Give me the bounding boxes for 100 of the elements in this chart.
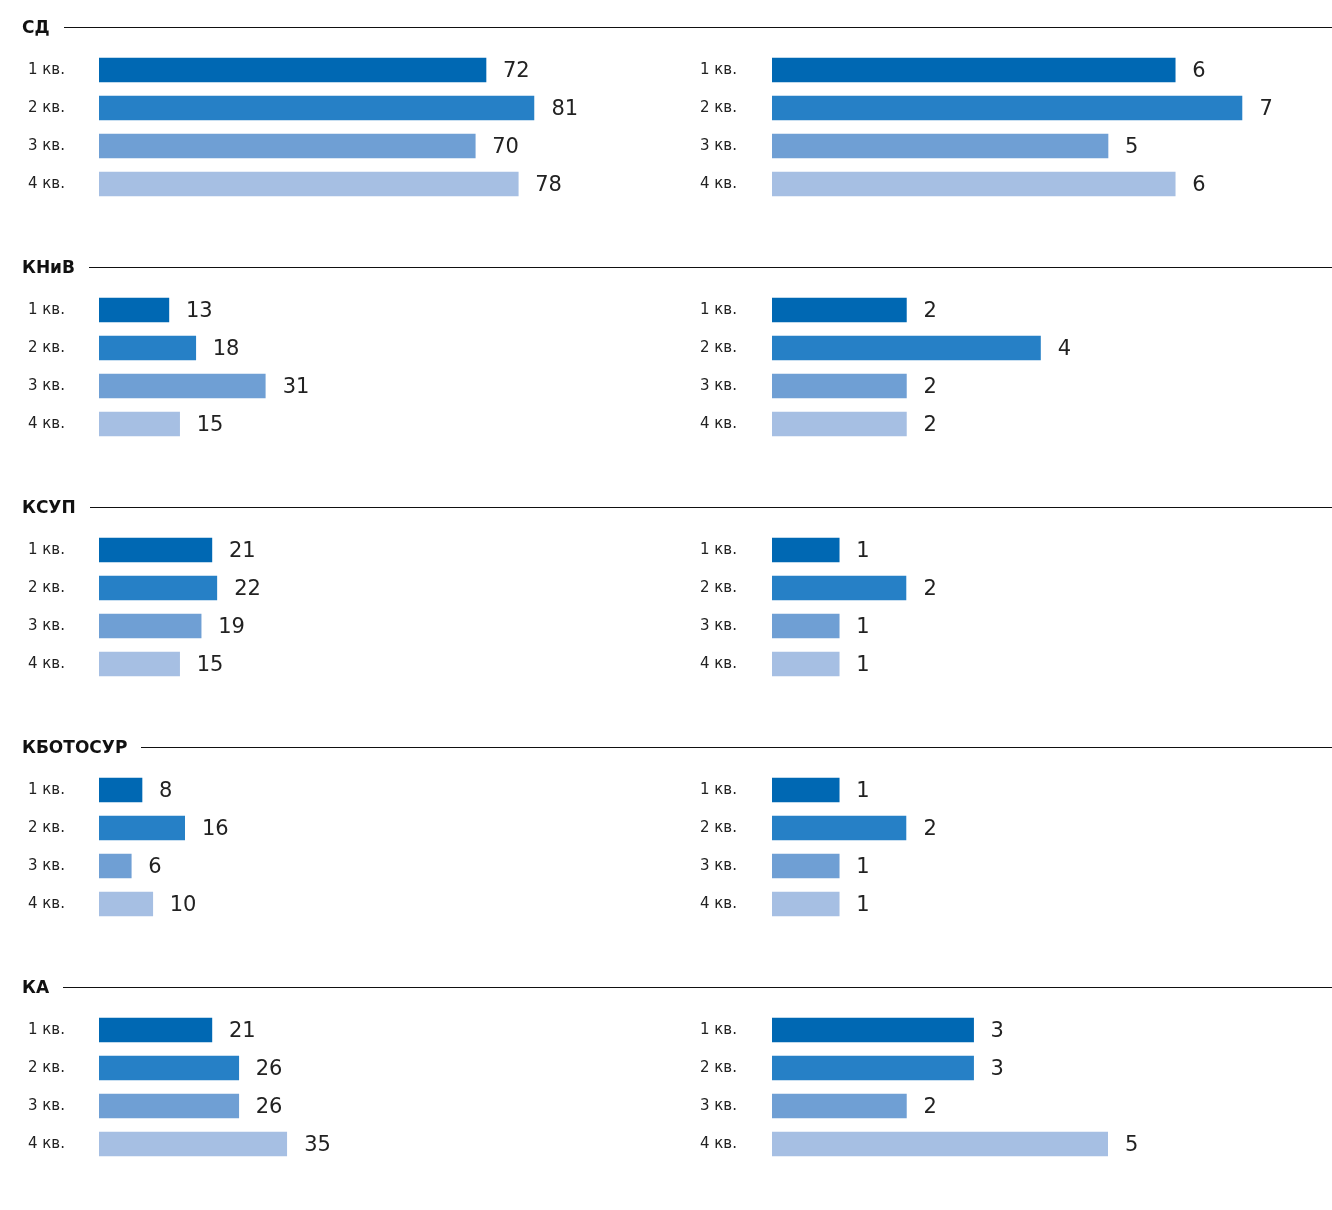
y-tick-label: 3 кв.: [28, 1095, 65, 1114]
data-label: 19: [218, 614, 245, 639]
y-tick-label: 2 кв.: [700, 1057, 737, 1076]
bar: [99, 537, 213, 563]
bar: [99, 853, 132, 879]
data-label: 78: [535, 172, 562, 197]
bar: [99, 891, 154, 917]
y-tick-label: 2 кв.: [700, 97, 737, 116]
data-label: 16: [202, 816, 229, 841]
y-tick-label: 1 кв.: [28, 299, 65, 318]
bar: [99, 373, 266, 399]
data-label: 10: [169, 892, 197, 917]
y-tick-label: 3 кв.: [28, 615, 65, 634]
bar: [99, 95, 535, 121]
data-label: 35: [304, 1132, 331, 1157]
data-label: 1: [856, 892, 870, 917]
chart-title: КБОТОСУР: [22, 737, 128, 757]
data-label: 21: [228, 538, 256, 563]
chart-title: СД: [22, 17, 50, 37]
data-label: 4: [1057, 336, 1072, 361]
y-tick-label: 3 кв.: [28, 135, 65, 154]
data-label: 2: [923, 374, 937, 399]
y-tick-label: 3 кв.: [28, 855, 65, 874]
y-tick-label: 1 кв.: [28, 1019, 65, 1038]
bar: [99, 411, 180, 437]
bar: [99, 335, 197, 361]
data-label: 3: [990, 1056, 1004, 1081]
data-label: 7: [1259, 96, 1273, 121]
chart-title: КА: [22, 977, 50, 997]
data-label: 31: [282, 374, 310, 399]
data-label: 18: [212, 336, 240, 361]
y-tick-label: 3 кв.: [700, 615, 737, 634]
data-label: 3: [990, 1018, 1004, 1043]
y-tick-label: 1 кв.: [700, 1019, 737, 1038]
data-label: 2: [923, 576, 937, 601]
chart-title: КНиВ: [22, 257, 75, 277]
data-label: 6: [1192, 172, 1206, 197]
bar: [99, 777, 143, 803]
bar: [99, 57, 487, 83]
data-label: 15: [196, 652, 224, 677]
data-label: 72: [503, 58, 530, 83]
bar: [99, 613, 202, 639]
data-label: 13: [185, 298, 213, 323]
y-tick-label: 4 кв.: [700, 173, 737, 192]
y-tick-label: 1 кв.: [28, 779, 65, 798]
bar: [99, 815, 185, 841]
y-tick-label: 1 кв.: [28, 539, 65, 558]
y-tick-label: 3 кв.: [700, 375, 737, 394]
y-tick-label: 4 кв.: [700, 893, 737, 912]
y-tick-label: 4 кв.: [700, 653, 737, 672]
data-label: 2: [923, 1094, 937, 1119]
bar: [99, 575, 218, 601]
data-label: 8: [159, 778, 173, 803]
data-label: 1: [856, 778, 870, 803]
y-tick-label: 1 кв.: [700, 539, 737, 558]
data-label: 2: [923, 816, 937, 841]
y-tick-label: 4 кв.: [28, 893, 65, 912]
y-tick-label: 3 кв.: [28, 375, 65, 394]
bar: [99, 171, 519, 197]
y-tick-label: 2 кв.: [700, 817, 737, 836]
chart-title: КСУП: [22, 497, 76, 517]
data-label: 2: [923, 412, 937, 437]
data-label: 6: [1192, 58, 1206, 83]
data-label: 81: [551, 96, 579, 121]
y-tick-label: 1 кв.: [700, 779, 737, 798]
y-tick-label: 3 кв.: [700, 855, 737, 874]
y-tick-label: 4 кв.: [28, 1133, 65, 1152]
data-label: 26: [255, 1094, 283, 1119]
y-tick-label: 2 кв.: [28, 337, 65, 356]
y-tick-label: 4 кв.: [28, 653, 65, 672]
data-label: 1: [856, 854, 870, 879]
data-label: 6: [148, 854, 162, 879]
y-tick-label: 2 кв.: [28, 817, 65, 836]
y-tick-label: 3 кв.: [700, 1095, 737, 1114]
y-tick-label: 4 кв.: [700, 413, 737, 432]
data-label: 22: [234, 576, 261, 601]
data-label: 15: [196, 412, 224, 437]
y-tick-label: 3 кв.: [700, 135, 737, 154]
y-tick-label: 2 кв.: [28, 577, 65, 596]
data-label: 21: [228, 1018, 256, 1043]
bar: [99, 651, 180, 677]
y-tick-label: 4 кв.: [28, 413, 65, 432]
y-tick-label: 2 кв.: [700, 577, 737, 596]
y-tick-label: 1 кв.: [700, 59, 737, 78]
data-label: 70: [492, 134, 519, 159]
data-label: 26: [255, 1056, 283, 1081]
data-label: 1: [856, 652, 870, 677]
y-tick-label: 2 кв.: [28, 97, 65, 116]
data-label: 5: [1125, 134, 1139, 159]
data-label: 1: [856, 614, 870, 639]
data-label: 1: [856, 538, 870, 563]
y-tick-label: 2 кв.: [700, 337, 737, 356]
bar: [99, 297, 170, 323]
data-label: 2: [923, 298, 937, 323]
y-tick-label: 1 кв.: [28, 59, 65, 78]
bar: [99, 133, 476, 159]
data-label: 5: [1125, 1132, 1139, 1157]
y-tick-label: 4 кв.: [28, 173, 65, 192]
y-tick-label: 1 кв.: [700, 299, 737, 318]
y-tick-label: 2 кв.: [28, 1057, 65, 1076]
